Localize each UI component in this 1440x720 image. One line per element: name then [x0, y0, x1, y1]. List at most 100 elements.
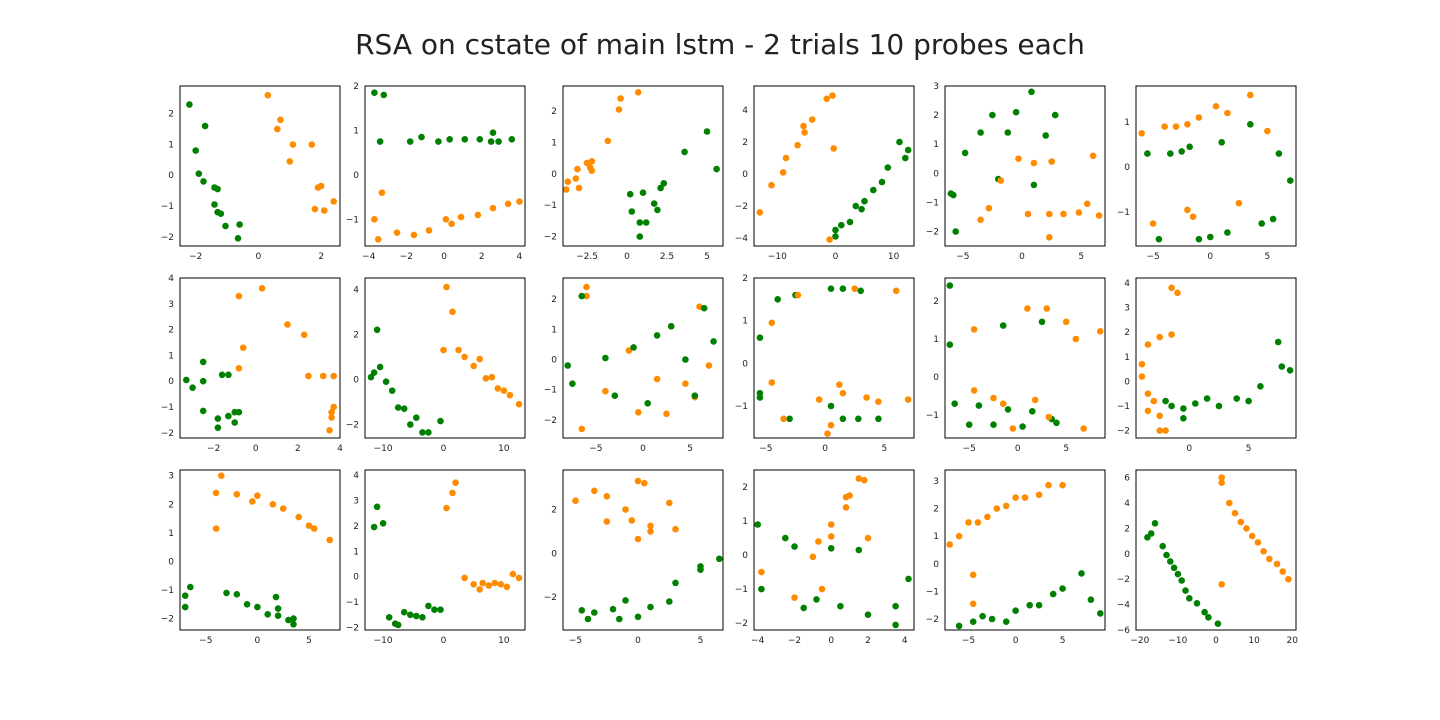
y-tick-label: 0 [353, 573, 359, 583]
scatter-point [504, 200, 512, 208]
scatter-point [1247, 91, 1254, 99]
scatter-point [509, 570, 517, 578]
x-tick-label: 0 [255, 636, 261, 646]
y-tick-label: 3 [933, 477, 939, 487]
scatter-point [370, 369, 378, 376]
x-tick-label: 0 [1207, 252, 1213, 262]
x-tick-label: 10 [1248, 636, 1260, 646]
y-tick-label: 1 [551, 325, 557, 335]
scatter-point [1163, 551, 1170, 559]
scatter-point [479, 579, 487, 587]
y-tick-label: −1 [161, 403, 174, 413]
y-tick-label: 0 [1124, 163, 1130, 173]
y-tick-label: −4 [1117, 601, 1131, 611]
scatter-point [974, 519, 982, 526]
scatter-point [583, 283, 590, 291]
y-tick-label: 1 [933, 335, 939, 345]
scatter-point [588, 158, 596, 165]
x-tick-label: −5 [956, 252, 969, 262]
scatter-point [1180, 415, 1187, 422]
scatter-point [330, 403, 338, 411]
scatter-point [946, 541, 953, 548]
scatter-point [192, 147, 199, 154]
scatter-point [1156, 412, 1163, 420]
x-tick-label: −4 [751, 636, 765, 646]
scatter-point [955, 532, 963, 540]
scatter-point [1042, 132, 1049, 139]
y-tick-label: 0 [933, 373, 939, 383]
scatter-point [653, 375, 661, 383]
y-tick-label: −6 [1117, 626, 1131, 636]
y-tick-label: −2 [544, 416, 557, 426]
scatter-point [449, 308, 456, 316]
scatter-point [782, 154, 790, 162]
scatter-point [1151, 520, 1159, 527]
x-tick-label: −10 [1168, 636, 1187, 646]
y-tick-label: −2 [161, 429, 174, 439]
scatter-point [997, 177, 1004, 184]
scatter-point [1174, 570, 1182, 578]
scatter-point [503, 583, 511, 591]
scatter-point [243, 601, 251, 608]
x-tick-label: 2.5 [660, 252, 674, 262]
y-tick-label: 4 [353, 471, 359, 481]
scatter-point [1168, 331, 1175, 338]
scatter-point [1278, 363, 1286, 370]
y-tick-label: 2 [353, 82, 359, 92]
scatter-point [800, 604, 807, 612]
scatter-point [328, 408, 335, 416]
y-tick-label: −1 [926, 411, 939, 421]
scatter-point [1233, 395, 1240, 402]
scatter-point [1002, 618, 1010, 625]
scatter-point [892, 602, 899, 610]
y-tick-label: 4 [1124, 279, 1130, 289]
x-tick-label: 5 [1246, 444, 1252, 454]
x-tick-label: 0 [822, 444, 828, 454]
x-tick-label: 0 [1213, 636, 1219, 646]
scatter-point [1178, 577, 1185, 584]
scatter-point [201, 122, 209, 130]
x-tick-label: 4 [517, 252, 523, 262]
scatter-point [295, 513, 303, 521]
scatter-point [1224, 229, 1231, 236]
scatter-point [642, 219, 650, 226]
scatter-point [233, 491, 241, 498]
scatter-point [231, 419, 238, 426]
x-tick-label: −20 [1130, 636, 1149, 646]
x-tick-label: 0 [1019, 252, 1025, 262]
scatter-point [970, 387, 978, 394]
scatter-point [829, 92, 836, 99]
scatter-point [875, 415, 882, 423]
x-tick-label: −2 [400, 252, 413, 262]
scatter-point [1035, 601, 1043, 609]
scatter-point [1097, 610, 1104, 617]
scatter-point [617, 95, 624, 102]
scatter-point [457, 213, 465, 221]
scatter-point [1218, 479, 1225, 487]
y-tick-label: −2 [735, 619, 748, 629]
scatter-point [609, 605, 617, 613]
scatter-point [516, 198, 523, 205]
scatter-point [569, 380, 576, 388]
scatter-point [1075, 209, 1083, 216]
x-tick-label: 5 [306, 636, 312, 646]
scatter-point [1021, 494, 1029, 501]
scatter-point [970, 326, 978, 333]
y-tick-label: 2 [353, 330, 359, 340]
scatter-point [235, 292, 243, 300]
scatter-point [1287, 177, 1294, 184]
scatter-point [382, 378, 390, 386]
scatter-point [1180, 405, 1187, 412]
scatter-point [977, 129, 984, 136]
scatter-point [400, 608, 408, 616]
scatter-point [286, 158, 294, 165]
scatter-point [839, 389, 847, 397]
subplot-11: −5 0 5 −1 0 1 2 [926, 277, 1106, 454]
y-tick-label: 1 [168, 351, 174, 361]
scatter-point [990, 421, 997, 429]
scatter-point [264, 91, 272, 99]
scatter-point [572, 175, 580, 182]
scatter-point [379, 520, 387, 527]
scatter-point [485, 582, 493, 589]
scatter-point [330, 372, 338, 380]
